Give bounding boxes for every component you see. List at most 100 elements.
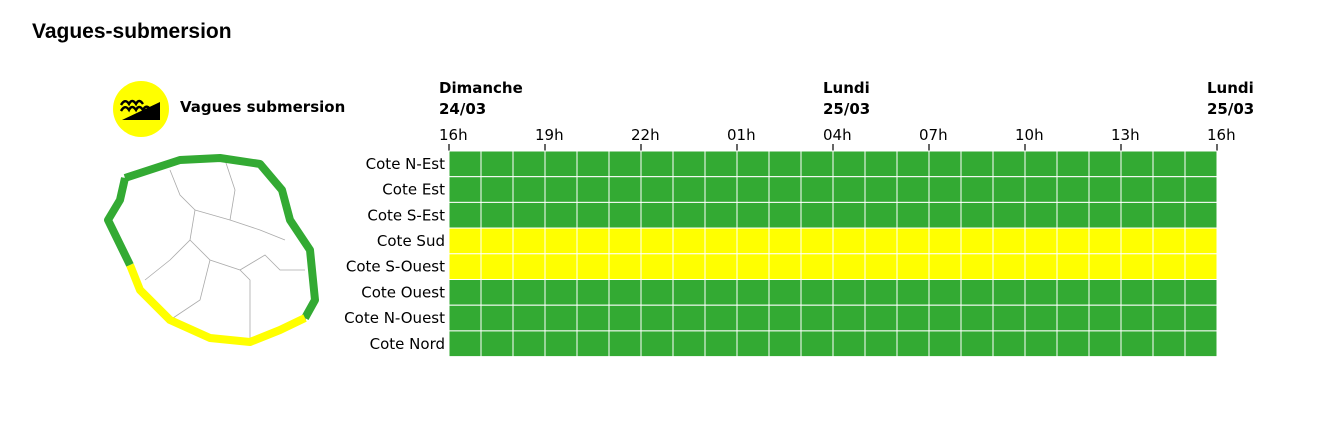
vigilance-cell bbox=[1184, 330, 1218, 358]
vigilance-cell bbox=[800, 150, 834, 178]
row-label: Cote S-Ouest bbox=[346, 258, 445, 276]
vigilance-cell bbox=[640, 304, 674, 332]
vigilance-cell bbox=[480, 304, 514, 332]
vigilance-cell bbox=[960, 150, 994, 178]
vigilance-cell bbox=[736, 330, 770, 358]
vigilance-cell bbox=[736, 279, 770, 306]
vigilance-cell bbox=[1088, 176, 1122, 203]
vigilance-cell bbox=[736, 201, 770, 229]
vigilance-cell bbox=[672, 227, 706, 255]
vigilance-cell bbox=[928, 150, 962, 178]
vigilance-cell bbox=[832, 330, 866, 358]
vigilance-cell bbox=[640, 330, 674, 358]
vigilance-cell bbox=[960, 201, 994, 229]
vigilance-cell bbox=[928, 227, 962, 255]
vigilance-cell bbox=[736, 253, 770, 281]
row-label: Cote Nord bbox=[370, 335, 445, 353]
vigilance-cell bbox=[896, 330, 930, 358]
vigilance-cell bbox=[704, 304, 738, 332]
vigilance-cell bbox=[576, 253, 610, 281]
vigilance-cell bbox=[448, 304, 482, 332]
vigilance-cell bbox=[1152, 227, 1186, 255]
vigilance-cell bbox=[896, 253, 930, 281]
vigilance-cell bbox=[576, 330, 610, 358]
vigilance-cell bbox=[928, 304, 962, 332]
vigilance-cell bbox=[672, 253, 706, 281]
vigilance-cell bbox=[864, 304, 898, 332]
vigilance-cell bbox=[1120, 304, 1154, 332]
vigilance-cell bbox=[512, 227, 546, 255]
vigilance-cell bbox=[864, 253, 898, 281]
vigilance-cell bbox=[1120, 330, 1154, 358]
vigilance-cell bbox=[1024, 330, 1058, 358]
vigilance-cell bbox=[576, 176, 610, 203]
vigilance-cell bbox=[992, 201, 1026, 229]
vigilance-cell bbox=[960, 176, 994, 203]
vigilance-cell bbox=[512, 201, 546, 229]
vigilance-cell bbox=[1120, 176, 1154, 203]
vigilance-cell bbox=[928, 253, 962, 281]
vigilance-cell bbox=[1056, 279, 1090, 306]
vigilance-cell bbox=[480, 330, 514, 358]
vigilance-cell bbox=[1088, 227, 1122, 255]
vigilance-cell bbox=[576, 279, 610, 306]
vigilance-cell bbox=[1088, 279, 1122, 306]
vigilance-cell bbox=[512, 176, 546, 203]
day-date-label: 25/03 bbox=[823, 100, 870, 118]
vigilance-cell bbox=[544, 227, 578, 255]
vigilance-cell bbox=[608, 201, 642, 229]
vigilance-cell bbox=[960, 330, 994, 358]
hour-tick-label: 01h bbox=[727, 126, 756, 144]
vigilance-cell bbox=[1088, 150, 1122, 178]
vigilance-cell bbox=[768, 330, 802, 358]
reunion-coast-map bbox=[104, 154, 319, 346]
vigilance-cell bbox=[480, 176, 514, 203]
vigilance-cell bbox=[1056, 330, 1090, 358]
vigilance-cell bbox=[1056, 304, 1090, 332]
vigilance-cell bbox=[800, 176, 834, 203]
vigilance-cell bbox=[992, 176, 1026, 203]
vigilance-cell bbox=[928, 330, 962, 358]
vigilance-cell bbox=[1088, 201, 1122, 229]
vigilance-cell bbox=[992, 253, 1026, 281]
vigilance-cell bbox=[1184, 176, 1218, 203]
vigilance-cell bbox=[544, 304, 578, 332]
vigilance-cell bbox=[640, 227, 674, 255]
vigilance-cell bbox=[608, 330, 642, 358]
vigilance-cell bbox=[448, 253, 482, 281]
vigilance-cell bbox=[992, 330, 1026, 358]
vigilance-cell bbox=[832, 227, 866, 255]
vigilance-cell bbox=[960, 253, 994, 281]
vigilance-cell bbox=[864, 176, 898, 203]
vigilance-cell bbox=[576, 304, 610, 332]
vigilance-cell bbox=[1056, 253, 1090, 281]
vigilance-cell bbox=[512, 253, 546, 281]
vigilance-cell bbox=[1088, 304, 1122, 332]
hour-tick-label: 07h bbox=[919, 126, 948, 144]
vigilance-cell bbox=[480, 279, 514, 306]
vigilance-cell bbox=[1152, 201, 1186, 229]
vigilance-cell bbox=[800, 279, 834, 306]
vigilance-cell bbox=[960, 279, 994, 306]
vigilance-cell bbox=[448, 150, 482, 178]
row-label: Cote N-Ouest bbox=[344, 309, 445, 327]
day-label: Lundi bbox=[1207, 79, 1254, 97]
vigilance-cell bbox=[672, 330, 706, 358]
vigilance-cell bbox=[832, 176, 866, 203]
vigilance-cell bbox=[608, 253, 642, 281]
vigilance-cell bbox=[704, 330, 738, 358]
vigilance-cell bbox=[448, 279, 482, 306]
vigilance-cell bbox=[576, 227, 610, 255]
day-label: Dimanche bbox=[439, 79, 523, 97]
vigilance-cell bbox=[640, 253, 674, 281]
vigilance-cell bbox=[576, 150, 610, 178]
vigilance-cell bbox=[832, 150, 866, 178]
vigilance-cell bbox=[1024, 176, 1058, 203]
vigilance-cell bbox=[448, 176, 482, 203]
vigilance-cell bbox=[1184, 279, 1218, 306]
vigilance-cell bbox=[896, 150, 930, 178]
vigilance-cell bbox=[672, 150, 706, 178]
page-title: Vagues-submersion bbox=[32, 20, 232, 43]
vigilance-cell bbox=[768, 176, 802, 203]
